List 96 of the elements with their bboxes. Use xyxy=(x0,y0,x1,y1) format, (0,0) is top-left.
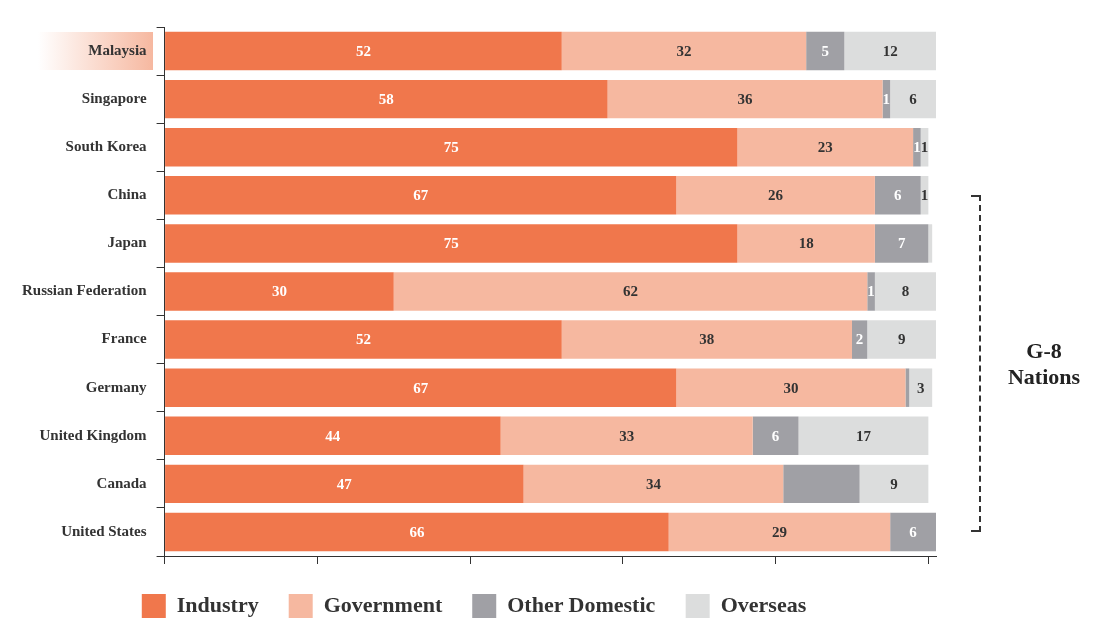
data-label: 6 xyxy=(909,523,918,540)
bar xyxy=(676,176,875,215)
data-label: 1 xyxy=(920,139,929,156)
bar xyxy=(676,368,906,407)
y-tick-label: China xyxy=(107,186,148,203)
bar xyxy=(165,368,677,407)
y-tick-label: Germany xyxy=(85,378,148,395)
bar xyxy=(165,31,562,71)
bar xyxy=(737,127,914,167)
bar xyxy=(165,224,738,263)
bar xyxy=(165,416,501,456)
bar xyxy=(867,272,875,311)
bar xyxy=(890,512,936,552)
bar xyxy=(165,512,669,552)
bar xyxy=(874,176,921,215)
y-tick-label: United Kingdom xyxy=(39,426,148,443)
legend-label: Industry xyxy=(176,591,259,617)
y-tick-label: Canada xyxy=(96,474,148,491)
bar xyxy=(874,224,929,263)
bar xyxy=(561,320,852,359)
data-label: 33 xyxy=(619,427,635,444)
bar xyxy=(165,127,738,167)
data-label: 23 xyxy=(817,139,833,156)
bar xyxy=(523,464,784,504)
bar xyxy=(890,79,936,119)
bar xyxy=(752,416,799,456)
bar xyxy=(905,368,910,407)
data-label: 58 xyxy=(378,91,394,108)
data-label: 1 xyxy=(913,139,921,156)
legend-label: Government xyxy=(323,591,443,617)
bar xyxy=(607,79,883,119)
data-label: 75 xyxy=(443,235,459,252)
y-tick-label: Russian Federation xyxy=(22,282,148,299)
data-label: 6 xyxy=(771,427,780,444)
data-label: 9 xyxy=(897,331,906,348)
data-label: 38 xyxy=(699,331,715,348)
data-label: 30 xyxy=(271,283,287,300)
data-label: 18 xyxy=(798,235,814,252)
bar xyxy=(874,272,936,311)
data-label: 52 xyxy=(355,42,371,59)
data-label: 3 xyxy=(916,379,925,396)
y-tick-label: Singapore xyxy=(81,90,147,107)
legend-label: Overseas xyxy=(720,591,807,617)
bar xyxy=(500,416,753,456)
bar xyxy=(165,464,524,504)
bar xyxy=(909,368,933,407)
y-tick-label: United States xyxy=(61,522,147,539)
bar xyxy=(928,224,933,263)
bar xyxy=(393,272,868,311)
bar xyxy=(798,416,929,456)
data-label: 67 xyxy=(413,187,429,204)
legend-label: Other Domestic xyxy=(507,591,656,617)
y-tick-label: France xyxy=(101,330,147,347)
data-label: 6 xyxy=(909,91,918,108)
data-label: 5 xyxy=(821,42,829,59)
data-label: 12 xyxy=(882,42,898,59)
data-label: 66 xyxy=(409,523,425,540)
data-label: 62 xyxy=(622,283,638,300)
bar xyxy=(783,464,860,504)
data-label: 2 xyxy=(855,331,864,348)
data-label: 1 xyxy=(920,187,929,204)
bar xyxy=(165,272,394,311)
data-label: 32 xyxy=(676,42,692,59)
text: G-8 Nations xyxy=(1006,337,1082,390)
data-label: 6 xyxy=(894,187,903,204)
data-label: 52 xyxy=(355,331,371,348)
bar xyxy=(859,464,929,504)
bar xyxy=(668,512,891,552)
data-label: 7 xyxy=(897,235,906,252)
data-label: 29 xyxy=(771,523,787,540)
data-label: 36 xyxy=(737,91,754,108)
data-label: 75 xyxy=(443,139,459,156)
data-label: 67 xyxy=(413,379,429,396)
data-label: 26 xyxy=(768,187,784,204)
data-label: 47 xyxy=(336,475,353,492)
y-tick-label: South Korea xyxy=(65,138,148,155)
bar xyxy=(806,31,845,71)
data-label: 9 xyxy=(890,475,898,492)
data-label: 30 xyxy=(783,379,799,396)
data-label: 17 xyxy=(855,427,872,444)
bar xyxy=(844,31,936,71)
data-label: 44 xyxy=(325,427,341,444)
bar xyxy=(851,320,868,359)
bar xyxy=(867,320,936,359)
y-tick-label: Malaysia xyxy=(88,41,148,58)
data-label: 1 xyxy=(882,91,891,108)
bar xyxy=(165,320,562,359)
bar xyxy=(165,176,677,215)
data-label: 1 xyxy=(867,283,875,300)
data-label: 8 xyxy=(901,283,910,300)
bar xyxy=(737,224,875,263)
bar xyxy=(561,31,807,71)
bar xyxy=(165,79,608,119)
data-label: 34 xyxy=(645,475,662,492)
bar xyxy=(913,127,921,167)
y-tick-label: Japan xyxy=(107,234,148,251)
